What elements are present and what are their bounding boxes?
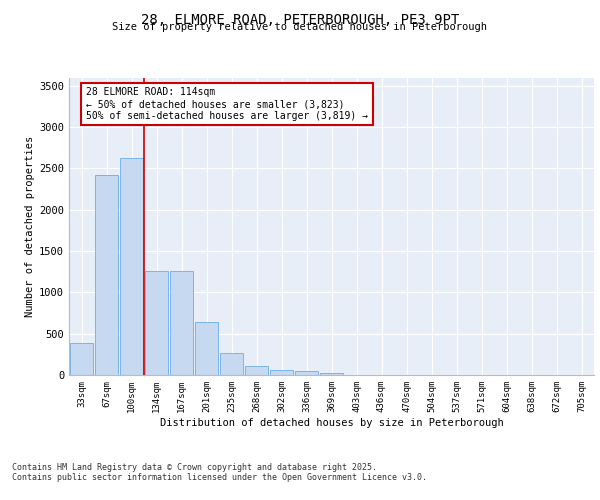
Text: Contains HM Land Registry data © Crown copyright and database right 2025.: Contains HM Land Registry data © Crown c… (12, 462, 377, 471)
Bar (295, 371, 319, 375)
Y-axis label: Number of detached properties: Number of detached properties (25, 136, 35, 317)
X-axis label: Distribution of detached houses by size in Peterborough: Distribution of detached houses by size … (160, 418, 503, 428)
Text: 28 ELMORE ROAD: 114sqm
← 50% of detached houses are smaller (3,823)
50% of semi-: 28 ELMORE ROAD: 114sqm ← 50% of detached… (86, 88, 368, 120)
Text: Contains public sector information licensed under the Open Government Licence v3: Contains public sector information licen… (12, 472, 427, 482)
Text: Size of property relative to detached houses in Peterborough: Size of property relative to detached ho… (113, 22, 487, 32)
Bar (170, 271, 193, 375)
Bar (119, 158, 143, 375)
Bar (320, 373, 343, 375)
Bar (245, 366, 268, 375)
Text: 28, ELMORE ROAD, PETERBOROUGH, PE3 9PT: 28, ELMORE ROAD, PETERBOROUGH, PE3 9PT (141, 12, 459, 26)
Bar (70, 343, 94, 375)
Bar (194, 322, 218, 375)
Bar (220, 353, 244, 375)
Bar (145, 271, 169, 375)
Bar (269, 370, 293, 375)
Bar (95, 175, 118, 375)
